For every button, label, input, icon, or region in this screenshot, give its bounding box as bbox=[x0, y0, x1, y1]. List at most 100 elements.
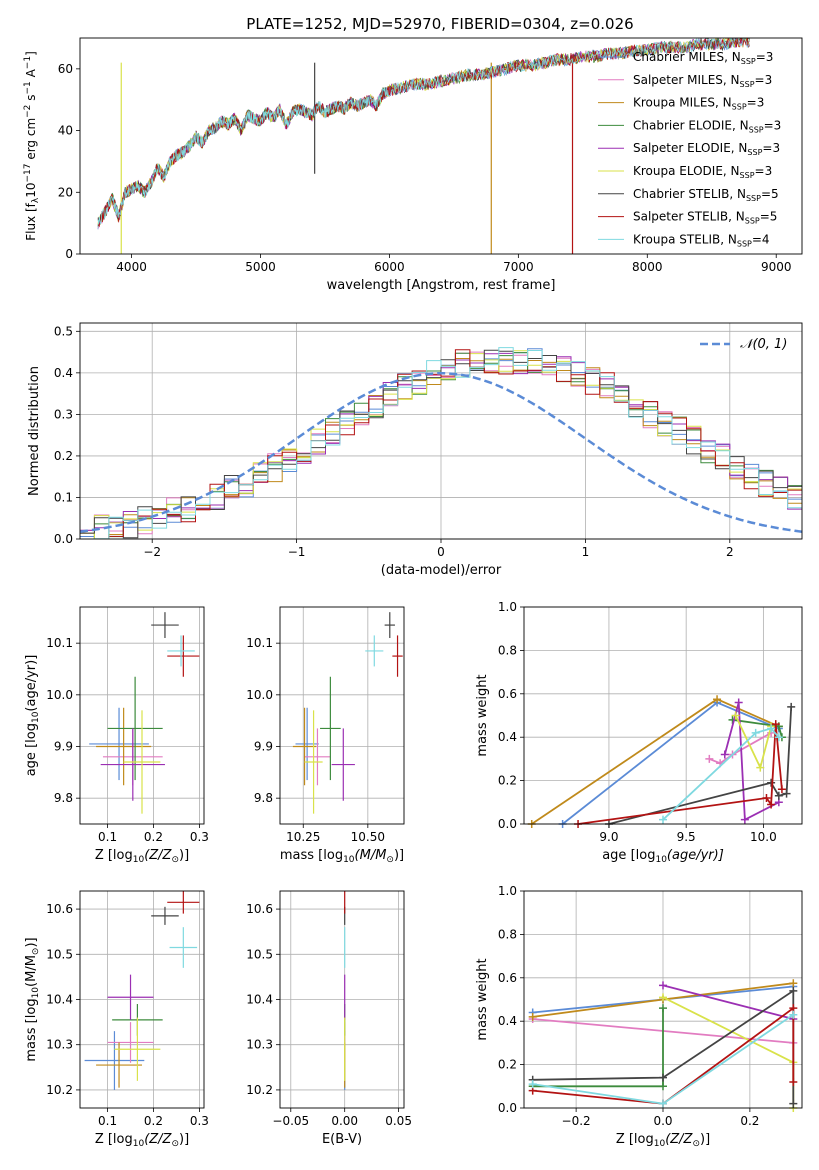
marker bbox=[789, 986, 798, 995]
axes-frame bbox=[279, 890, 405, 1109]
panel-residuals: −2 −1 0 1 2 0.0 0.1 0.2 0.3 0.4 0.5 (data-model)/er… bbox=[27, 322, 803, 578]
y-tick-label: 60 bbox=[58, 62, 73, 76]
marker bbox=[731, 711, 740, 720]
x-tick-label: 8000 bbox=[632, 260, 663, 274]
x-tick-label: −1 bbox=[288, 545, 306, 559]
marker bbox=[774, 791, 783, 800]
legend-entry: Chabrier ELODIE, NSSP=3 bbox=[633, 118, 781, 134]
legend-entry: Salpeter ELODIE, NSSP=3 bbox=[633, 141, 780, 157]
x-tick-label: −0.05 bbox=[272, 1114, 309, 1128]
x-axis-label: mass [log10(M/M⊙)] bbox=[280, 848, 404, 865]
x-axis-label: age [log10(age/yr)] bbox=[602, 848, 724, 865]
marker bbox=[705, 754, 714, 763]
y-tick-label: 1.0 bbox=[498, 600, 517, 614]
y-tick-label: 10.0 bbox=[246, 688, 273, 702]
marker bbox=[774, 733, 783, 742]
x-tick-label: −0.2 bbox=[562, 1114, 591, 1128]
y-tick-label: 10.1 bbox=[246, 636, 273, 650]
y-tick-label: 1.0 bbox=[498, 884, 517, 898]
y-tick-label: 0.4 bbox=[498, 730, 517, 744]
gaussian-curve bbox=[80, 372, 802, 533]
legend-entry: 𝒩(0, 1) bbox=[740, 337, 787, 352]
axes-frame bbox=[279, 606, 405, 825]
x-tick-label: 0.1 bbox=[98, 830, 117, 844]
marker bbox=[740, 815, 749, 824]
legend-entry: Salpeter STELIB, NSSP=5 bbox=[633, 210, 777, 226]
marker bbox=[762, 793, 771, 802]
marker bbox=[734, 698, 743, 707]
y-tick-label: 9.9 bbox=[54, 740, 73, 754]
marker bbox=[789, 1010, 798, 1019]
x-axis-label: E(B-V) bbox=[322, 1132, 362, 1147]
y-axis-label: age [log10(age/yr)] bbox=[24, 655, 41, 777]
x-tick-label: 0.1 bbox=[98, 1114, 117, 1128]
y-tick-label: 0.3 bbox=[54, 407, 73, 421]
marker bbox=[659, 1004, 667, 1013]
y-tick-label: 40 bbox=[58, 124, 73, 138]
marker bbox=[789, 1077, 798, 1086]
x-tick-label: 0.2 bbox=[144, 1114, 163, 1128]
x-tick-label: 5000 bbox=[245, 260, 276, 274]
panel-age-vs-mass: 10.25 10.50 9.8 9.9 10.0 10.1 mass [log10(M/M⊙… bbox=[246, 606, 405, 865]
marker bbox=[659, 1099, 667, 1108]
axes-frame bbox=[523, 890, 803, 1109]
axes-frame bbox=[523, 606, 803, 825]
mass-weight-series-8 bbox=[662, 727, 780, 821]
y-tick-label: 10.3 bbox=[46, 1038, 73, 1052]
y-tick-label: 9.8 bbox=[254, 791, 273, 805]
x-tick-label: 0.00 bbox=[331, 1114, 358, 1128]
legend-entry: Chabrier STELIB, NSSP=5 bbox=[633, 187, 779, 203]
marker bbox=[756, 763, 765, 772]
marker bbox=[720, 750, 729, 759]
legend-entry: Kroupa MILES, NSSP=3 bbox=[633, 96, 764, 112]
legend-entry: Chabrier MILES, NSSP=3 bbox=[633, 50, 773, 66]
y-tick-label: 10.0 bbox=[46, 688, 73, 702]
x-tick-label: 10.50 bbox=[351, 830, 385, 844]
marker bbox=[789, 979, 798, 988]
marker bbox=[767, 800, 776, 809]
x-tick-label: 2 bbox=[726, 545, 734, 559]
panel-mass-weight-vs-age: 9.0 9.5 10.0 0.0 0.2 0.4 0.6 0.8 1.0 age [log10(a… bbox=[475, 600, 803, 865]
mass-weight-series-0 bbox=[562, 701, 780, 825]
panel-mass-weight-vs-Z: −0.2 0.0 0.2 0.0 0.2 0.4 0.6 0.8 1.0 Z [log10(Z/Z… bbox=[475, 884, 803, 1149]
marker bbox=[777, 785, 786, 794]
y-tick-label: 10.6 bbox=[246, 902, 273, 916]
y-tick-label: 0.6 bbox=[498, 687, 517, 701]
marker bbox=[659, 1082, 667, 1091]
histograms bbox=[80, 347, 802, 539]
marker bbox=[713, 695, 722, 704]
y-tick-label: 0.1 bbox=[54, 490, 73, 504]
panel-mass-vs-ebv: −0.05 0.00 0.05 10.2 10.3 10.4 10.5 10.6 E(B-V) bbox=[246, 890, 412, 1147]
x-tick-label: 6000 bbox=[374, 260, 405, 274]
axes-frame bbox=[79, 37, 803, 255]
y-tick-label: 10.2 bbox=[46, 1083, 73, 1097]
y-tick-label: 0.2 bbox=[54, 449, 73, 463]
x-tick-label: 0.2 bbox=[144, 830, 163, 844]
x-axis-label: wavelength [Angstrom, rest frame] bbox=[327, 278, 556, 293]
marker bbox=[528, 1080, 537, 1089]
marker bbox=[782, 789, 791, 798]
panel-age-vs-Z: 0.1 0.2 0.3 9.8 9.9 10.0 10.1 Z [log10(Z/Z⊙)] ag… bbox=[24, 606, 209, 865]
marker bbox=[771, 720, 780, 729]
marker bbox=[659, 815, 667, 824]
spectrum-legend: Chabrier MILES, NSSP=3 Salpeter MILES, NS… bbox=[598, 50, 781, 248]
y-axis-label: mass weight bbox=[475, 674, 490, 756]
mass-weight-series-1 bbox=[708, 732, 772, 765]
y-tick-label: 0.6 bbox=[498, 971, 517, 985]
y-tick-label: 10.4 bbox=[46, 993, 73, 1007]
x-tick-label: 1 bbox=[582, 545, 590, 559]
marker bbox=[787, 702, 796, 711]
x-tick-label: 0.3 bbox=[190, 1114, 209, 1128]
y-axis-label: mass weight bbox=[475, 958, 490, 1040]
x-tick-label: 0.0 bbox=[653, 1114, 672, 1128]
axes-frame bbox=[79, 322, 803, 540]
y-tick-label: 0.4 bbox=[54, 366, 73, 380]
x-tick-label: 10.25 bbox=[286, 830, 320, 844]
y-tick-label: 0.0 bbox=[498, 1101, 517, 1115]
x-axis-label: Z [log10(Z/Z⊙)] bbox=[95, 1132, 189, 1149]
y-tick-label: 0.2 bbox=[498, 774, 517, 788]
marker bbox=[659, 1073, 667, 1082]
spectrum-series-8 bbox=[97, 38, 750, 225]
figure-title: PLATE=1252, MJD=52970, FIBERID=0304, z=0… bbox=[246, 15, 633, 33]
x-tick-label: 9000 bbox=[761, 260, 792, 274]
